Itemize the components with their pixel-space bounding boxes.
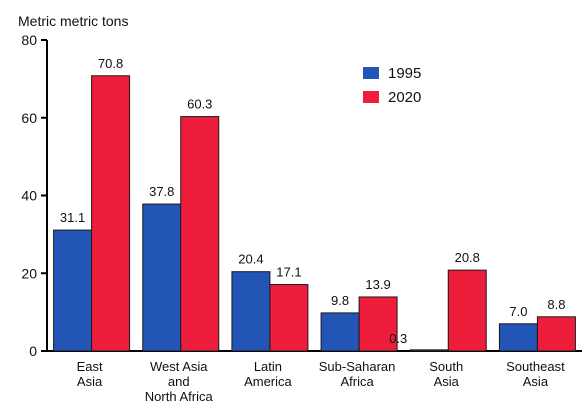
x-tick-label-line: and xyxy=(168,374,190,389)
bar-2020 xyxy=(448,270,486,351)
x-tick-label-line: Africa xyxy=(340,374,374,389)
data-label-1995: 37.8 xyxy=(149,184,174,199)
x-tick-label-line: Asia xyxy=(523,374,549,389)
y-tick-label: 80 xyxy=(21,32,37,48)
x-tick-label: Sub-Saharan Africa xyxy=(319,359,396,389)
bar-1995 xyxy=(143,204,181,351)
data-label-1995: 20.4 xyxy=(238,252,263,267)
x-tick-label-line: America xyxy=(244,374,292,389)
legend-label-1995: 1995 xyxy=(388,65,421,82)
x-tick-label-line: Sub-Saharan xyxy=(319,359,396,374)
data-label-1995: 31.1 xyxy=(60,210,85,225)
bar-1995 xyxy=(54,230,92,351)
data-label-2020: 17.1 xyxy=(276,265,301,280)
x-tick-label: West Asia and North Africa xyxy=(145,359,214,404)
bar-2020 xyxy=(181,117,219,351)
y-tick-label: 40 xyxy=(21,188,37,204)
bar-2020 xyxy=(92,76,130,351)
data-label-2020: 13.9 xyxy=(365,277,390,292)
bar-1995 xyxy=(232,272,270,351)
data-label-2020: 8.8 xyxy=(547,297,565,312)
x-tick-label-line: Latin xyxy=(254,359,282,374)
x-tick-label: East Asia xyxy=(77,359,103,389)
bar-2020 xyxy=(537,317,575,351)
data-label-1995: 9.8 xyxy=(331,293,349,308)
data-label-1995: 7.0 xyxy=(509,304,527,319)
x-tick-label-line: East xyxy=(77,359,103,374)
bar-1995 xyxy=(499,324,537,351)
y-tick-label: 60 xyxy=(21,110,37,126)
x-tick-label-line: Asia xyxy=(77,374,103,389)
data-label-1995: 0.3 xyxy=(389,331,407,346)
legend-swatch-1995 xyxy=(363,67,379,79)
x-tick-label-line: Southeast xyxy=(506,359,565,374)
data-label-2020: 70.8 xyxy=(98,56,123,71)
x-tick-label: South Asia xyxy=(429,359,463,389)
x-tick-label: Southeast Asia xyxy=(506,359,565,389)
legend-swatch-2020 xyxy=(363,91,379,103)
bars xyxy=(54,76,576,351)
x-tick-label-line: South xyxy=(429,359,463,374)
bar-1995 xyxy=(321,313,359,351)
data-label-2020: 60.3 xyxy=(187,97,212,112)
data-labels: 31.1 70.8 37.8 60.3 20.4 17.1 9.8 13.9 0.3 20.8 7.… xyxy=(60,56,566,346)
legend-label-2020: 2020 xyxy=(388,89,421,106)
x-tick-label-line: Asia xyxy=(434,374,460,389)
y-tick-label: 0 xyxy=(29,343,37,359)
bar-1995 xyxy=(410,350,448,351)
x-tick-label-line: West Asia xyxy=(150,359,208,374)
y-tick-label: 20 xyxy=(21,265,37,281)
bar-2020 xyxy=(270,285,308,351)
y-axis-label: Metric metric tons xyxy=(18,13,128,29)
legend: 1995 2020 xyxy=(363,65,421,106)
x-tick-label-line: North Africa xyxy=(145,389,214,404)
x-tick-label: Latin America xyxy=(244,359,292,389)
data-label-2020: 20.8 xyxy=(455,250,480,265)
